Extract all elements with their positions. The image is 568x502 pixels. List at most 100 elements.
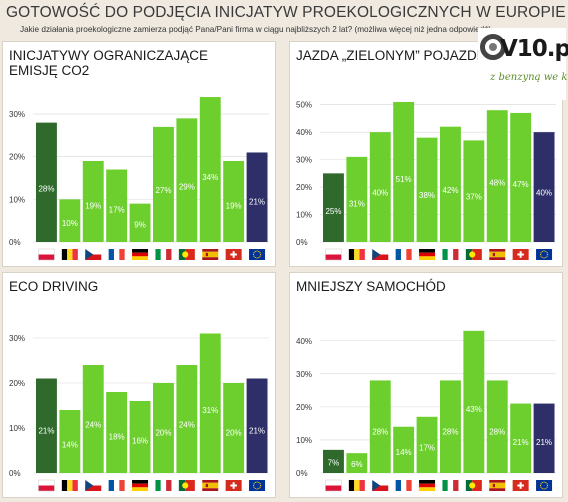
chart-title: INICJATYWY OGRANICZAJĄCE [9,48,208,63]
flag-portugal-icon [465,480,482,491]
bar [510,112,532,242]
chart-panel-green-vehicle: JAZDA „ZIELONYM” POJAZDEM 0% 10% 20% 30% 40% 5… [289,41,563,267]
bar-value-label: 28% [442,427,458,436]
flag-belgium-icon [348,480,365,491]
bar-value-label: 21% [513,438,529,447]
chart-title: MNIEJSZY SAMOCHÓD [296,279,446,294]
bar [106,169,128,242]
chart-panel-co2: INICJATYWY OGRANICZAJĄCE EMISJĘ CO2 0% 10% 2… [2,41,276,267]
flag-italy-icon [155,480,172,491]
bar [199,97,221,242]
bar [440,380,461,473]
bar [246,152,268,242]
logo-tagline: z benzyną we krwi [490,72,568,83]
flag-poland-icon [38,479,55,492]
bar-value-label: 19% [226,202,242,211]
bar [510,403,532,473]
bar-value-label: 27% [155,186,171,195]
flag-germany-icon [419,480,436,491]
bar-value-label: 40% [372,189,388,198]
flag-czech-republic-icon [372,480,389,491]
bar-value-label: 25% [325,207,341,216]
flag-italy-icon [155,249,172,260]
bar-value-label: 40% [536,189,552,198]
bar-value-label: 21% [38,426,54,435]
flag-poland-icon [325,479,342,492]
flag-eu-icon [536,249,553,260]
y-tick-label: 10% [9,195,25,204]
bar-value-label: 31% [202,406,218,415]
bar-value-label: 14% [396,448,412,457]
flag-spain-icon [489,480,506,491]
bar [59,410,81,473]
chart-panel-eco-driving: ECO DRIVING 0% 10% 20% 30% 21% 14% 24% 18% 16% 20%… [2,272,276,498]
bar [533,132,555,242]
bar-value-label: 28% [372,427,388,436]
flag-switzerland-icon [512,480,529,491]
flag-switzerland-icon [512,249,529,260]
flag-czech-republic-icon [372,249,389,260]
flag-portugal-icon [465,249,482,260]
bar-value-label: 34% [202,173,218,182]
bar [369,132,391,242]
flag-belgium-icon [348,249,365,260]
bar-value-label: 31% [349,200,365,209]
bar [416,416,438,473]
bar [153,126,174,242]
bar [440,126,461,242]
flag-germany-icon [132,249,149,260]
y-tick-label: 10% [296,436,312,445]
bar [486,380,508,473]
y-tick-label: 20% [296,403,312,412]
flag-belgium-icon [61,480,78,491]
flag-poland-icon [325,248,342,261]
chart-title: EMISJĘ CO2 [9,63,89,78]
bar-value-label: 10% [62,219,78,228]
bar-value-label: 38% [419,191,435,200]
flag-eu-icon [249,249,266,260]
bar-value-label: 17% [419,444,435,453]
bar-value-label: 28% [489,427,505,436]
bar-value-label: 42% [442,186,458,195]
bar [533,403,555,473]
flag-eu-icon [536,480,553,491]
bar [199,333,221,473]
flag-czech-republic-icon [85,480,102,491]
bar [129,203,151,242]
bar [346,453,368,473]
flag-spain-icon [202,480,219,491]
flag-poland-icon [38,248,55,261]
flag-belgium-icon [61,249,78,260]
y-tick-label: 30% [9,334,25,343]
y-tick-label: 0% [9,238,21,247]
bar [463,140,485,242]
bar-value-label: 24% [179,420,195,429]
bar [36,378,57,473]
flag-france-icon [395,480,412,491]
chart-svg-green-vehicle: JAZDA „ZIELONYM” POJAZDEM 0% 10% 20% 30% 40% 5… [296,48,556,261]
chart-svg-eco-driving: ECO DRIVING 0% 10% 20% 30% 21% 14% 24% 18% 16% 20%… [9,279,269,492]
y-tick-label: 20% [9,379,25,388]
flag-portugal-icon [178,249,195,260]
bar [153,383,174,473]
bar [82,365,104,473]
bar [369,380,391,473]
bar [463,330,485,473]
flag-switzerland-icon [225,249,242,260]
bar-value-label: 29% [179,182,195,191]
bar-value-label: 14% [62,441,78,450]
bar [82,161,104,242]
bar-value-label: 48% [489,179,505,188]
bar-value-label: 6% [351,460,363,469]
y-tick-label: 30% [9,110,25,119]
chart-svg-smaller-car: MNIEJSZY SAMOCHÓD 0% 10% 20% 30% 40% 7% 6% 28% 14… [296,279,556,492]
flag-spain-icon [202,249,219,260]
bar-value-label: 21% [249,198,265,207]
bar [59,199,81,242]
flag-germany-icon [132,480,149,491]
bar-value-label: 20% [155,429,171,438]
bar-value-label: 19% [85,202,101,211]
flag-italy-icon [442,249,459,260]
bar [129,401,151,473]
